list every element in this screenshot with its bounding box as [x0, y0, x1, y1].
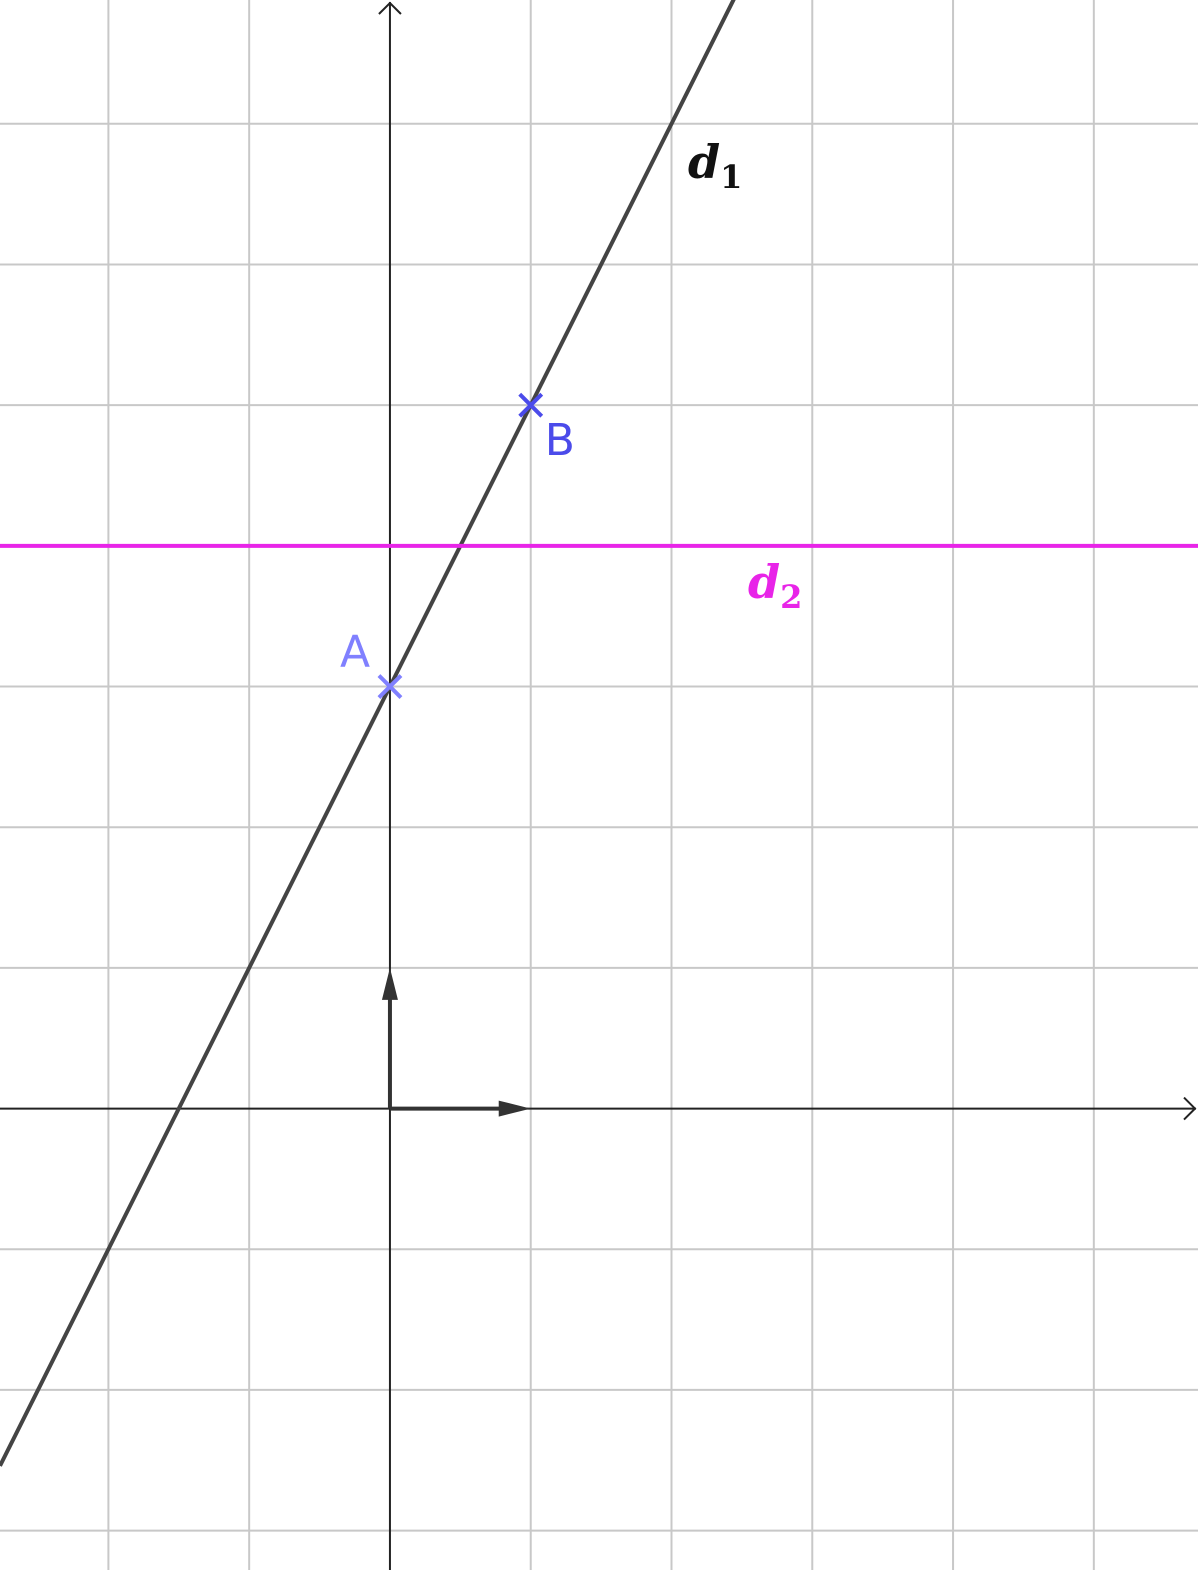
- x-axis-arrow-icon: [1183, 1096, 1197, 1121]
- label-d1: d1: [688, 135, 742, 196]
- labels: d1 d2 A B: [340, 135, 802, 678]
- line-d1: [0, 0, 736, 1467]
- unit-vectors: [381, 967, 531, 1117]
- label-d2: d2: [748, 555, 802, 616]
- vector-i-arrow-icon: [498, 1100, 531, 1117]
- vector-j-arrow-icon: [381, 967, 398, 1000]
- point-B-mark: [518, 392, 544, 418]
- point-A-label: A: [340, 627, 370, 678]
- y-axis-arrow-icon: [378, 1, 402, 15]
- point-A-mark: [377, 674, 403, 699]
- points: [377, 392, 544, 699]
- point-B-label: B: [545, 415, 575, 466]
- lines: [0, 0, 1198, 1467]
